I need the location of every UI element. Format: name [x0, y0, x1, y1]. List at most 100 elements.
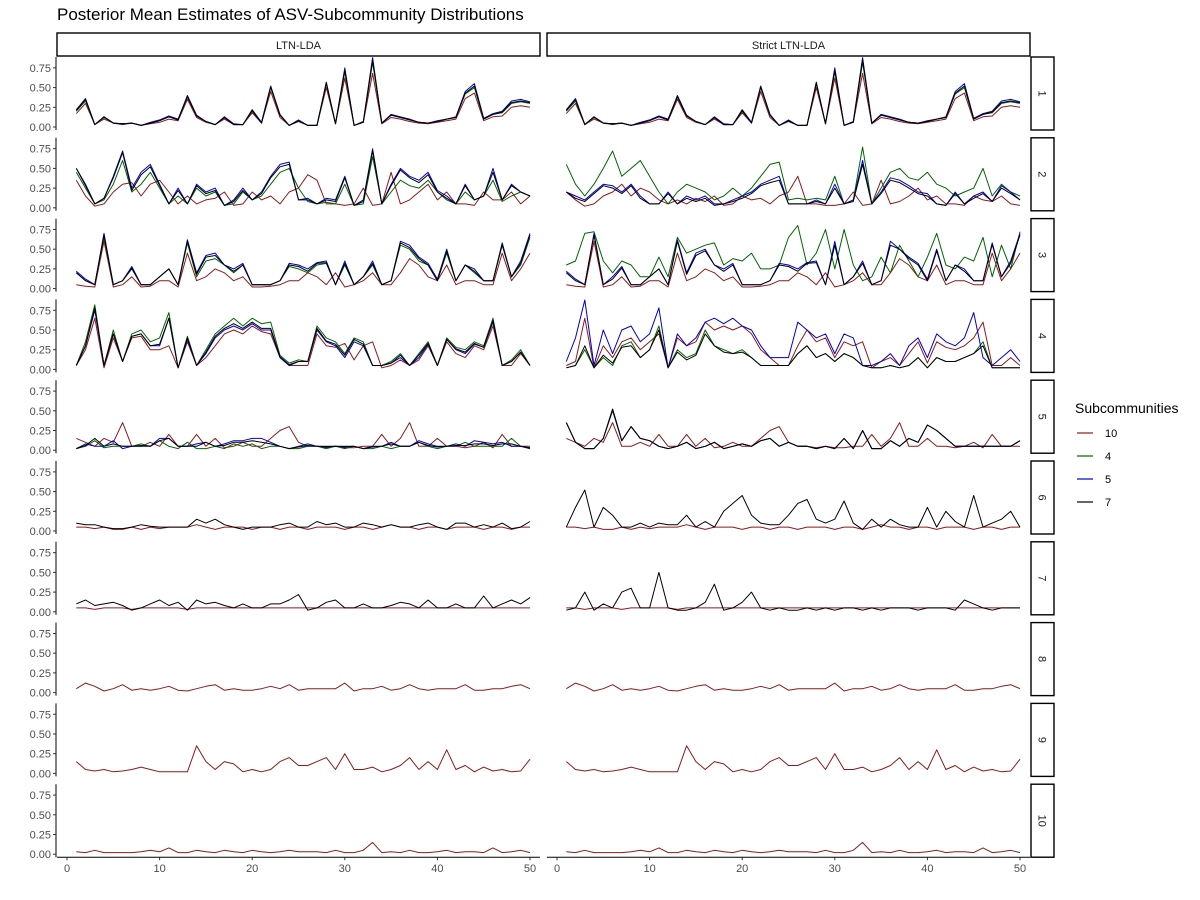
series-line-5 [565, 408, 1021, 450]
y-tick-label: 0.00 [30, 768, 51, 780]
x-tick-label: 50 [1014, 863, 1026, 875]
series-line-10 [566, 841, 1021, 854]
y-tick-label: 0.50 [30, 648, 51, 660]
series-line-7 [566, 571, 1020, 611]
legend-title: Subcommunities [1075, 400, 1179, 416]
y-tick-label: 0.25 [30, 829, 51, 841]
y-tick-label: 0.50 [30, 83, 51, 95]
y-tick-label: 0.25 [30, 183, 51, 195]
y-tick-label: 0.50 [30, 729, 51, 741]
chart-title: Posterior Mean Estimates of ASV-Subcommu… [57, 5, 524, 24]
y-tick-label: 0.25 [30, 345, 51, 357]
column-strip [546, 32, 1031, 57]
series-line-10 [566, 524, 1020, 530]
x-tick-label: 30 [339, 863, 351, 875]
y-tick-label: 0.75 [30, 790, 51, 802]
series-line-4 [565, 61, 1021, 126]
row-strip [1030, 217, 1055, 293]
row-strip [1030, 56, 1055, 131]
series-line-10 [75, 171, 531, 207]
legend-label: 5 [1105, 474, 1111, 486]
row-strip-label: 3 [1036, 252, 1048, 258]
y-tick-label: 0.75 [30, 467, 51, 479]
column-strip-label: Strict LTN-LDA [752, 40, 826, 52]
y-tick-label: 0.75 [30, 628, 51, 640]
row-strip-label: 2 [1036, 171, 1048, 177]
series-line-10 [566, 682, 1021, 692]
row-strip-label: 1 [1036, 90, 1048, 96]
series-line-7 [565, 234, 1021, 286]
x-tick-label: 0 [64, 863, 70, 875]
y-tick-label: 0.50 [30, 325, 51, 337]
y-tick-label: 0.75 [30, 709, 51, 721]
y-tick-label: 0.00 [30, 445, 51, 457]
series-line-5 [75, 57, 531, 126]
x-tick-label: 10 [643, 863, 655, 875]
series-line-10 [75, 745, 531, 773]
legend-label: 7 [1105, 497, 1111, 509]
y-tick-label: 0.50 [30, 406, 51, 418]
column-strip [56, 32, 541, 57]
row-strip [1030, 460, 1055, 535]
y-tick-label: 0.25 [30, 102, 51, 114]
row-strip [1030, 137, 1055, 212]
column-strip-label: LTN-LDA [276, 40, 322, 52]
y-tick-label: 0.25 [30, 587, 51, 599]
y-tick-label: 0.75 [30, 144, 51, 156]
y-tick-label: 0.50 [30, 244, 51, 256]
series-line-10 [76, 682, 531, 692]
y-tick-label: 0.50 [30, 567, 51, 579]
y-tick-label: 0.00 [30, 203, 51, 215]
x-tick-label: 50 [524, 863, 536, 875]
series-line-7 [75, 307, 531, 369]
series-line-7 [565, 489, 1021, 530]
series-line-5 [75, 309, 531, 369]
series-line-7 [75, 234, 531, 286]
y-tick-label: 0.25 [30, 668, 51, 680]
row-strip [1030, 298, 1055, 374]
series-line-10 [75, 317, 531, 369]
legend-label: 4 [1105, 451, 1111, 463]
series-line-10 [76, 607, 530, 610]
row-strip-label: 10 [1036, 815, 1048, 827]
x-tick-label: 40 [431, 863, 443, 875]
row-strip-label: 4 [1036, 333, 1048, 339]
series-line-5 [565, 57, 1021, 126]
y-tick-label: 0.00 [30, 607, 51, 619]
series-line-4 [565, 146, 1021, 205]
row-strip-label: 8 [1036, 656, 1048, 662]
row-strip [1030, 783, 1055, 858]
y-tick-label: 0.25 [30, 749, 51, 761]
series-line-7 [566, 163, 1021, 206]
series-line-7 [75, 150, 531, 206]
series-line-4 [75, 304, 531, 369]
series-line-7 [76, 437, 531, 450]
series-line-10 [566, 317, 1021, 369]
y-tick-label: 0.50 [30, 487, 51, 499]
x-tick-label: 30 [829, 863, 841, 875]
series-line-10 [76, 841, 531, 854]
y-tick-label: 0.00 [30, 526, 51, 538]
series-line-5 [565, 299, 1021, 369]
series-line-4 [566, 225, 1021, 282]
series-line-7 [565, 408, 1021, 450]
x-tick-label: 20 [246, 863, 258, 875]
legend-label: 10 [1105, 428, 1117, 440]
y-tick-label: 0.75 [30, 63, 51, 75]
row-strip-label: 9 [1036, 737, 1048, 743]
y-tick-label: 0.75 [30, 224, 51, 236]
series-line-10 [76, 240, 531, 288]
row-strip [1030, 379, 1055, 454]
x-tick-label: 40 [921, 863, 933, 875]
series-line-7 [76, 594, 531, 611]
y-tick-label: 0.25 [30, 425, 51, 437]
series-line-10 [76, 524, 530, 530]
row-strip-label: 6 [1036, 494, 1048, 500]
row-strip-label: 7 [1036, 575, 1048, 581]
y-tick-label: 0.75 [30, 548, 51, 560]
series-line-7 [566, 329, 1020, 369]
y-tick-label: 0.50 [30, 810, 51, 822]
y-tick-label: 0.00 [30, 364, 51, 376]
y-tick-label: 0.00 [30, 688, 51, 700]
